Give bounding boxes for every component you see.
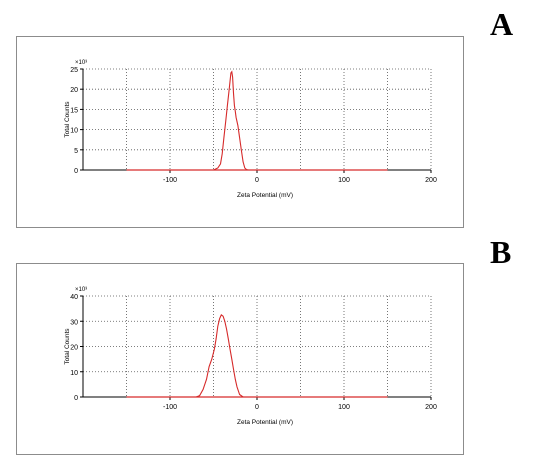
chart-a-y-axis-label: Total Counts — [64, 101, 71, 138]
chart-b-x-tick-label: -100 — [163, 404, 177, 411]
chart-b-x-tick-label: 200 — [425, 404, 437, 411]
chart-a-y-tick-label: 5 — [74, 148, 78, 155]
chart-b-y-tick-label: 0 — [74, 395, 78, 402]
chart-a-x-tick-label: 100 — [338, 177, 350, 184]
chart-panel-a: 0 5 10 15 20 25 -100 0 100 200 ×10³ Zeta Potential … — [16, 36, 464, 228]
chart-a-svg: 0 5 10 15 20 25 -100 0 100 200 ×10³ Zeta Potential … — [64, 60, 437, 199]
chart-b-y-tick-label: 40 — [70, 294, 78, 301]
chart-a-y-tick-label: 25 — [70, 67, 78, 74]
chart-a-x-tick-label: -100 — [163, 177, 177, 184]
chart-panel-b: 0 10 20 30 40 -100 0 100 200 ×10³ Zeta Potential (… — [16, 263, 464, 455]
chart-b-series-line-0 — [195, 314, 244, 398]
chart-b-x-tick-label: 100 — [338, 404, 350, 411]
chart-a-y-tick-label: 15 — [70, 107, 78, 114]
chart-a-x-tick-label: 200 — [425, 177, 437, 184]
chart-a-series-line-0 — [213, 70, 249, 171]
chart-a-x-tick-label: 0 — [255, 177, 259, 184]
panel-label-b: B — [490, 234, 512, 270]
panel-label-a: A — [490, 6, 514, 42]
chart-b-x-axis-label: Zeta Potential (mV) — [237, 419, 293, 426]
chart-a-y-tick-label: 20 — [70, 87, 78, 94]
chart-b-y-tick-label: 20 — [70, 345, 78, 352]
chart-a-x-axis-label: Zeta Potential (mV) — [237, 192, 293, 199]
chart-b-y-tick-label: 30 — [70, 319, 78, 326]
chart-b-svg: 0 10 20 30 40 -100 0 100 200 ×10³ Zeta Potential (… — [64, 287, 437, 426]
chart-a-y-tick-label: 0 — [74, 168, 78, 175]
chart-b-y-axis-label: Total Counts — [64, 328, 71, 365]
chart-b-y-multiplier: ×10³ — [75, 287, 87, 293]
chart-a-y-tick-label: 10 — [70, 128, 78, 135]
chart-b-y-tick-label: 10 — [70, 370, 78, 377]
chart-b-x-tick-label: 0 — [255, 404, 259, 411]
chart-a-y-multiplier: ×10³ — [75, 60, 87, 66]
